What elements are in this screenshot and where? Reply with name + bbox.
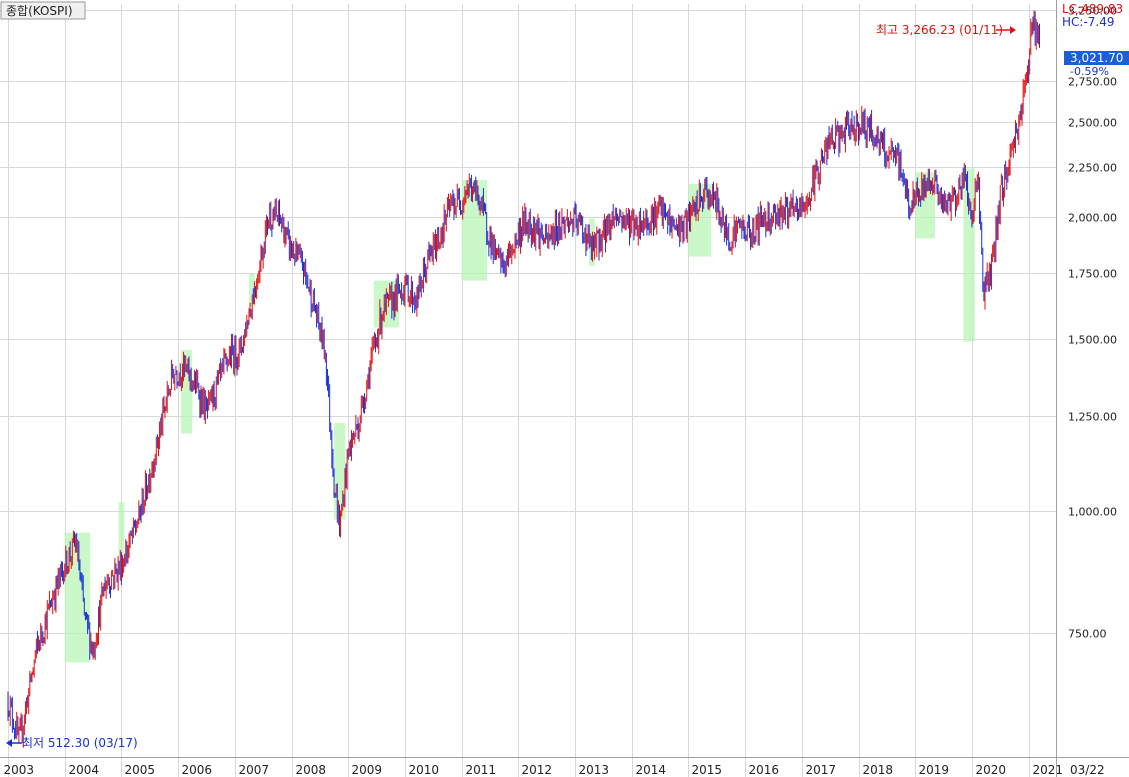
x-tick-label: 2007 — [239, 763, 270, 777]
x-tick-label: 2013 — [579, 763, 610, 777]
x-tick-label: 2012 — [522, 763, 553, 777]
x-tick-label: 2021 — [1033, 763, 1064, 777]
title-box[interactable] — [0, 1, 86, 20]
y-tick-label: 1,000.00 — [1068, 506, 1117, 519]
volatility-zone — [180, 350, 193, 434]
x-tick-label: 2018 — [863, 763, 894, 777]
x-tick-label: 2014 — [636, 763, 667, 777]
volatility-zone — [118, 502, 125, 556]
chart-title: 종합(KOSPI) — [6, 4, 73, 18]
x-tick-label: 2010 — [409, 763, 440, 777]
y-tick-label: 1,500.00 — [1068, 334, 1117, 347]
x-tick-label: 2017 — [806, 763, 837, 777]
x-tick-label: 2019 — [919, 763, 950, 777]
y-tick-label: 1,750.00 — [1068, 268, 1117, 281]
y-tick-label: 2,500.00 — [1068, 117, 1117, 130]
x-tick-label: 2006 — [182, 763, 213, 777]
volatility-zone — [248, 273, 255, 307]
y-tick-label: 2,000.00 — [1068, 212, 1117, 225]
x-tick-label: 2005 — [125, 763, 156, 777]
high-marker-label: 최고 3,266.23 (01/11) — [876, 23, 1003, 37]
current-date-label: 03/22 — [1070, 763, 1105, 777]
last-price-label: 3,021.70 — [1070, 51, 1123, 65]
volatility-zone — [963, 168, 975, 342]
grid-layer — [0, 4, 1056, 777]
volatility-zone — [334, 422, 346, 520]
x-tick-label: 2004 — [69, 763, 100, 777]
lc-label: LC:489.83 — [1062, 2, 1123, 16]
x-tick-label: 2016 — [749, 763, 780, 777]
hc-label: HC:-7.49 — [1062, 15, 1115, 29]
y-tick-label: 3,250.00 — [1068, 5, 1117, 18]
last-price-box — [1064, 51, 1129, 65]
y-tick-label: 750.00 — [1068, 628, 1107, 641]
x-tick-label: 2020 — [976, 763, 1007, 777]
y-tick-label: 2,750.00 — [1068, 76, 1117, 89]
x-tick-label: 2011 — [466, 763, 497, 777]
y-tick-label: 1,250.00 — [1068, 411, 1117, 424]
change-pct-label: -0.59% — [1070, 65, 1109, 78]
x-tick-label: 2008 — [296, 763, 327, 777]
price-candles — [7, 10, 1041, 748]
x-tick-label: 2015 — [692, 763, 723, 777]
y-tick-label: 2,250.00 — [1068, 162, 1117, 175]
high-marker-arrow-icon — [996, 26, 1016, 34]
x-tick-label: 2009 — [352, 763, 383, 777]
low-marker-label: 최저 512.30 (03/17) — [22, 736, 138, 750]
x-tick-label: 2003 — [4, 763, 35, 777]
low-marker-arrow-icon — [6, 739, 22, 747]
